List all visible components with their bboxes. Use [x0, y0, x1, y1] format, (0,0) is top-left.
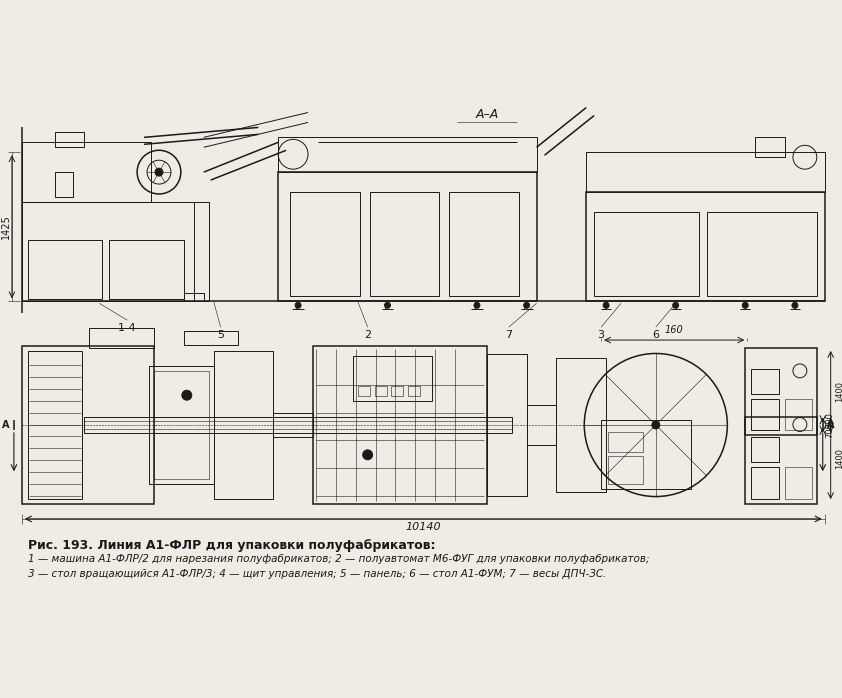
- Bar: [290, 192, 360, 297]
- Bar: [28, 351, 83, 499]
- Text: 7: 7: [505, 330, 512, 340]
- Text: 1 — машина А1-ФЛР/2 для нарезания полуфабрикатов; 2 — полуавтомат М6-ФУГ для упа: 1 — машина А1-ФЛР/2 для нарезания полуфа…: [28, 554, 649, 564]
- Bar: [109, 239, 184, 299]
- Text: 6: 6: [653, 330, 659, 340]
- Bar: [745, 417, 817, 504]
- Bar: [22, 142, 151, 202]
- Text: 2: 2: [364, 330, 371, 340]
- Bar: [278, 172, 536, 302]
- Bar: [751, 369, 779, 394]
- Bar: [89, 328, 154, 348]
- Bar: [353, 356, 432, 401]
- Circle shape: [673, 302, 679, 309]
- Bar: [408, 386, 420, 396]
- Bar: [28, 239, 103, 299]
- Circle shape: [295, 302, 301, 309]
- Bar: [608, 433, 643, 452]
- Bar: [785, 399, 812, 431]
- Bar: [608, 456, 643, 484]
- Bar: [594, 212, 699, 297]
- Text: 5: 5: [217, 330, 224, 340]
- Bar: [358, 386, 370, 396]
- Text: 1425: 1425: [1, 214, 11, 239]
- Bar: [745, 348, 817, 436]
- Text: А: А: [3, 420, 10, 430]
- Circle shape: [524, 302, 530, 309]
- Bar: [278, 138, 536, 172]
- Bar: [751, 467, 779, 499]
- Text: 10140: 10140: [406, 522, 441, 532]
- Bar: [84, 417, 512, 433]
- Bar: [601, 419, 690, 489]
- Circle shape: [155, 168, 163, 176]
- Bar: [392, 386, 403, 396]
- Text: 160: 160: [664, 325, 683, 335]
- Circle shape: [652, 421, 660, 429]
- Bar: [22, 202, 209, 302]
- Circle shape: [792, 302, 798, 309]
- Text: 700: 700: [826, 422, 834, 438]
- Bar: [55, 133, 84, 147]
- Bar: [274, 413, 313, 437]
- Circle shape: [363, 450, 373, 460]
- Text: 1400: 1400: [834, 448, 842, 469]
- Bar: [586, 152, 824, 192]
- Text: 3: 3: [598, 330, 605, 340]
- Bar: [526, 405, 557, 445]
- Text: Рис. 193. Линия А1-ФЛР для упаковки полуфабрикатов:: Рис. 193. Линия А1-ФЛР для упаковки полу…: [28, 539, 435, 552]
- Bar: [557, 358, 606, 492]
- Bar: [785, 467, 812, 499]
- Circle shape: [743, 302, 749, 309]
- Text: 1 4: 1 4: [119, 323, 136, 333]
- Bar: [751, 438, 779, 462]
- Bar: [707, 212, 817, 297]
- Bar: [149, 366, 214, 484]
- Circle shape: [474, 302, 480, 309]
- Text: А: А: [827, 420, 834, 430]
- Bar: [313, 346, 487, 504]
- Bar: [375, 386, 386, 396]
- Bar: [184, 293, 204, 302]
- Bar: [55, 172, 72, 197]
- Bar: [214, 351, 274, 499]
- Circle shape: [385, 302, 391, 309]
- Text: А–А: А–А: [475, 108, 498, 121]
- Bar: [751, 399, 779, 431]
- Bar: [22, 346, 154, 504]
- Bar: [449, 192, 519, 297]
- Bar: [154, 371, 209, 479]
- Bar: [370, 192, 440, 297]
- Circle shape: [182, 390, 192, 400]
- Text: 3 — стол вращающийся А1-ФЛР/3; 4 — щит управления; 5 — панель; 6 — стол А1-ФУМ; : 3 — стол вращающийся А1-ФЛР/3; 4 — щит у…: [28, 569, 606, 579]
- Bar: [586, 192, 824, 302]
- Text: 1400: 1400: [834, 381, 842, 402]
- Bar: [755, 138, 785, 157]
- Bar: [487, 354, 526, 496]
- Text: 700: 700: [826, 412, 834, 428]
- Bar: [184, 331, 238, 345]
- Circle shape: [603, 302, 609, 309]
